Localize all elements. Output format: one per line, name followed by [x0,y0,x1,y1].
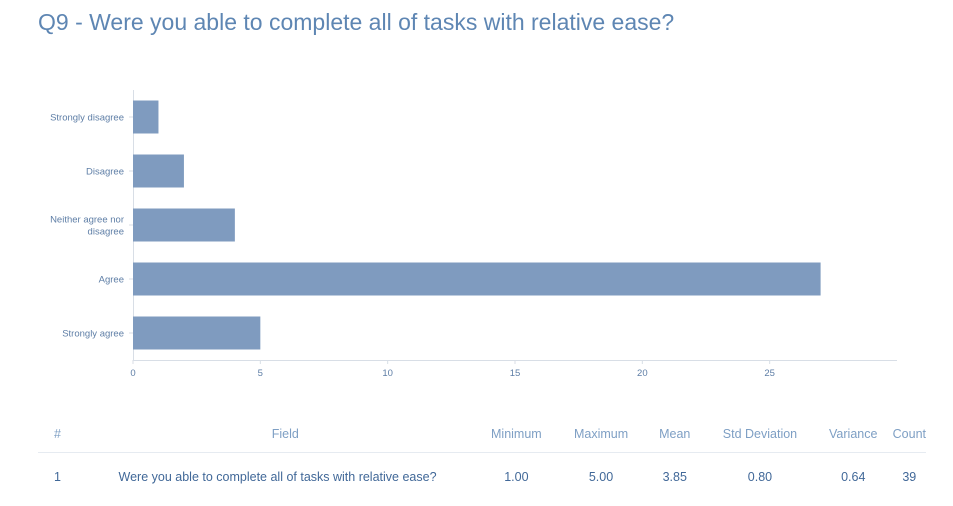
y-tick-label: Strongly agree [62,329,124,340]
header-minimum: Minimum [474,416,559,453]
table-row: 1 Were you able to complete all of tasks… [38,453,926,502]
header-count: Count [892,416,926,453]
header-maximum: Maximum [558,416,644,453]
cell-minimum: 1.00 [504,470,529,484]
cell-std-deviation: 0.80 [747,470,773,484]
header-number: # [38,416,97,453]
stats-table: # Field Minimum Maximum Mean Std Deviati… [38,416,926,501]
bar [133,208,235,242]
cell-field: Were you able to complete all of tasks w… [118,470,437,484]
header-field: Field [96,416,475,453]
y-tick-label: Strongly disagree [50,113,124,124]
x-tick-label: 25 [764,368,775,379]
x-tick-label: 20 [637,368,648,379]
bar [133,100,159,134]
cell-maximum: 5.00 [588,470,614,484]
cell-variance: 0.64 [841,470,866,484]
bar-chart: Strongly disagree Disagree Neither agree n… [50,90,897,379]
cell-mean: 3.85 [662,470,687,484]
header-std-deviation: Std Deviation [706,416,814,453]
header-variance: Variance [813,416,893,453]
bar [133,316,261,350]
y-tick-label: Agree [99,275,124,286]
page-title: Q9 - Were you able to complete all of ta… [38,9,675,35]
bar [133,262,821,296]
table-header-row: # Field Minimum Maximum Mean Std Deviati… [38,416,926,453]
y-tick-label: Neither agree nor disagree [50,215,124,238]
x-tick-label: 5 [258,368,263,379]
x-tick-label: 15 [510,368,521,379]
cell-number: 1 [54,470,61,484]
x-tick-label: 10 [382,368,393,379]
header-mean: Mean [643,416,707,453]
cell-count: 39 [902,470,917,484]
x-tick-label: 0 [130,368,135,379]
bar [133,154,184,188]
y-tick-label: Disagree [86,167,124,178]
